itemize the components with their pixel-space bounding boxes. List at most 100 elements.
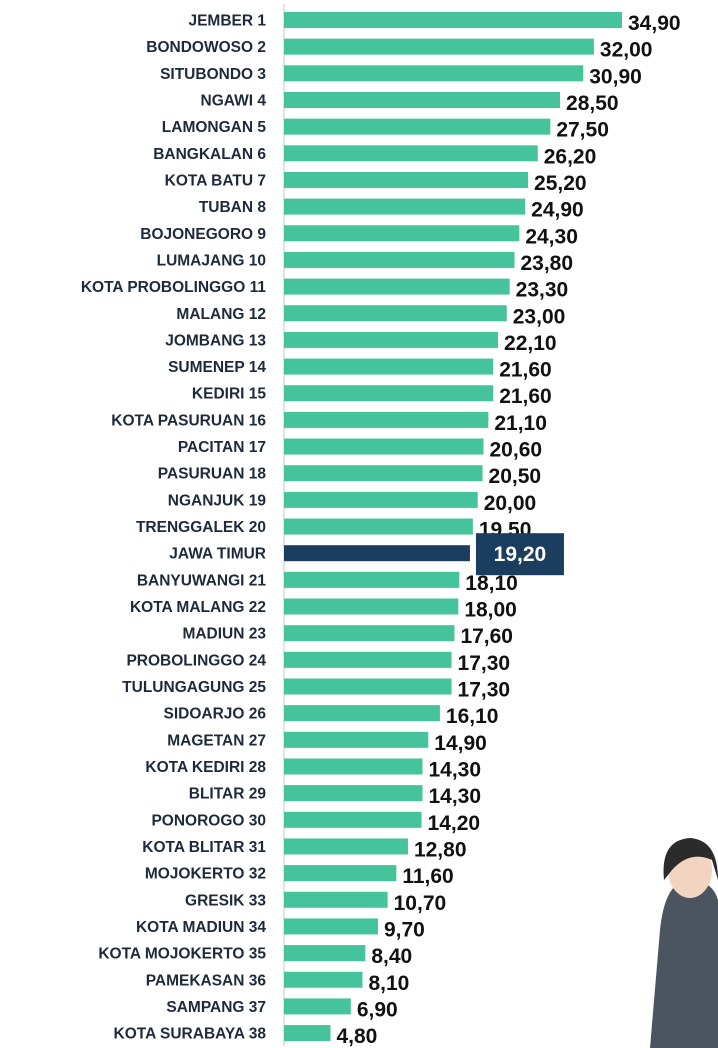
category-label: KOTA PROBOLINGGO 11 — [81, 279, 267, 296]
value-label-box — [475, 533, 564, 576]
bar — [284, 758, 423, 775]
bar — [284, 278, 510, 295]
value-label: 27,50 — [556, 119, 609, 142]
bar — [284, 358, 494, 375]
value-label: 18,10 — [465, 572, 518, 595]
category-label: MOJOKERTO 32 — [145, 866, 266, 883]
category-label: JAWA TIMUR — [169, 546, 266, 563]
bar — [284, 118, 551, 135]
category-label: PONOROGO 30 — [151, 812, 266, 829]
bar — [284, 625, 455, 642]
value-label: 12,80 — [414, 838, 467, 861]
bar — [284, 865, 397, 882]
value-label: 32,00 — [600, 39, 653, 62]
value-label: 17,30 — [458, 679, 511, 702]
value-label: 25,20 — [534, 172, 587, 195]
category-label: BANGKALAN 6 — [153, 146, 266, 163]
value-label: 21,60 — [499, 359, 552, 382]
bar — [284, 918, 378, 935]
value-label: 8,40 — [371, 945, 412, 968]
value-label: 14,30 — [428, 758, 481, 781]
category-label: KOTA MALANG 22 — [130, 599, 266, 616]
category-label: GRESIK 33 — [185, 892, 266, 909]
value-label: 20,50 — [489, 465, 542, 488]
bar — [284, 785, 423, 802]
category-label: SITUBONDO 3 — [160, 66, 266, 83]
category-label: MADIUN 23 — [182, 626, 266, 643]
value-label: 4,80 — [336, 1025, 377, 1048]
bar — [284, 171, 529, 188]
bar — [284, 545, 470, 562]
category-label: KOTA PASURUAN 16 — [111, 412, 266, 429]
category-label: PACITAN 17 — [178, 439, 266, 456]
value-label: 14,30 — [428, 785, 481, 808]
bar — [284, 651, 452, 668]
value-label: 24,30 — [525, 225, 578, 248]
value-label: 26,20 — [544, 145, 597, 168]
category-label: LAMONGAN 5 — [162, 119, 267, 136]
bar — [284, 38, 594, 55]
category-label: PAMEKASAN 36 — [146, 972, 267, 989]
category-label: NGAWI 4 — [201, 92, 267, 109]
category-label: KOTA MADIUN 34 — [136, 919, 266, 936]
category-label: SUMENEP 14 — [168, 359, 266, 376]
value-label: 19,20 — [494, 543, 547, 566]
category-label: MALANG 12 — [176, 306, 266, 323]
value-label: 17,60 — [460, 625, 513, 648]
bar — [284, 411, 489, 428]
bar — [284, 811, 422, 828]
bar — [284, 731, 429, 748]
bar — [284, 465, 483, 482]
bar — [284, 251, 515, 268]
bar — [284, 971, 363, 988]
category-label: PROBOLINGGO 24 — [126, 652, 266, 669]
category-label: NGANJUK 19 — [168, 492, 267, 509]
bar — [284, 438, 484, 455]
bar — [284, 65, 584, 82]
value-label: 23,00 — [513, 305, 566, 328]
value-label: 16,10 — [446, 705, 499, 728]
category-label: LUMAJANG 10 — [157, 252, 266, 269]
bar — [284, 225, 520, 242]
value-label: 21,60 — [499, 385, 552, 408]
value-label: 11,60 — [402, 865, 453, 888]
bar — [284, 891, 388, 908]
value-label: 23,80 — [520, 252, 573, 275]
bar — [284, 678, 452, 695]
category-label: JEMBER 1 — [188, 13, 266, 30]
bar — [284, 12, 622, 28]
bar — [284, 571, 460, 588]
bar — [284, 705, 440, 722]
value-label: 34,90 — [628, 12, 681, 35]
bar — [284, 491, 478, 508]
value-label: 6,90 — [357, 998, 398, 1021]
value-label: 8,10 — [368, 972, 409, 995]
bar — [284, 145, 538, 162]
value-label: 22,10 — [504, 332, 557, 355]
category-label: MAGETAN 27 — [167, 732, 266, 749]
bar — [284, 331, 499, 348]
category-label: KOTA BATU 7 — [165, 172, 266, 189]
value-label: 14,90 — [434, 732, 487, 755]
value-label: 30,90 — [589, 65, 642, 88]
category-label: JOMBANG 13 — [165, 332, 266, 349]
category-label: KEDIRI 15 — [192, 386, 266, 403]
category-label: BLITAR 29 — [189, 786, 267, 803]
bar — [284, 945, 366, 962]
bar — [284, 385, 494, 402]
bar — [284, 1025, 331, 1042]
category-label: SIDOARJO 26 — [163, 706, 266, 723]
value-label: 28,50 — [566, 92, 619, 115]
bar — [284, 598, 459, 615]
value-label: 10,70 — [394, 892, 447, 915]
category-label: BONDOWOSO 2 — [146, 39, 266, 56]
category-label: TUBAN 8 — [199, 199, 267, 216]
category-label: KOTA MOJOKERTO 35 — [98, 946, 266, 963]
bar — [284, 305, 507, 322]
bar — [284, 198, 526, 215]
category-label: PASURUAN 18 — [158, 466, 267, 483]
category-label: BANYUWANGI 21 — [137, 572, 267, 589]
category-label: KOTA BLITAR 31 — [142, 839, 266, 856]
value-label: 20,60 — [490, 439, 543, 462]
